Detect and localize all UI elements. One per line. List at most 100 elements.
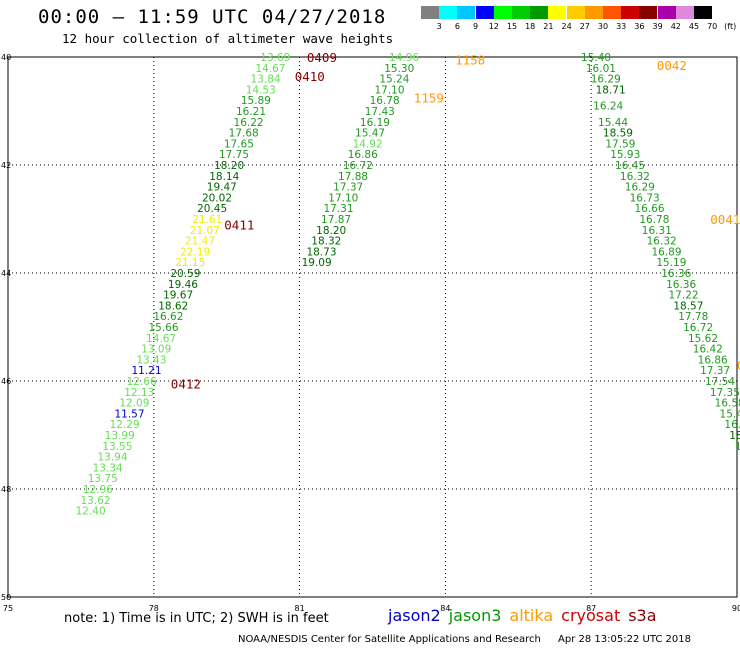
swh-value: 16.78 [370,95,400,107]
swh-value: 16.36 [666,279,696,291]
swh-value: 17.22 [669,290,699,302]
swh-value: 12.66 [127,376,157,388]
swh-value: 11.57 [114,408,144,420]
swh-value: 15.47 [355,128,385,140]
swh-value: 21.07 [190,225,220,237]
swh-value: 17.43 [365,106,395,118]
swh-value: 16.86 [698,354,728,366]
color-scale-label: 42 [670,22,681,31]
swh-value: 16.45 [615,160,645,172]
swh-value: 13.94 [97,452,127,464]
color-scale-label: 3 [436,22,442,31]
swh-value: 20.59 [170,268,200,280]
swh-value: 18.14 [209,171,239,183]
swh-value: 18.20 [316,225,346,237]
color-swatch [439,6,458,19]
pass-time-label: 00 [737,358,740,373]
swh-value: 17.31 [323,203,353,215]
swh-value: 17.35 [710,387,740,399]
lat-tick-label: 44 [1,269,11,278]
color-swatch [548,6,567,19]
swh-value: 18.32 [729,430,740,442]
swh-value: 12.13 [124,387,154,399]
swh-value: 16.22 [234,117,264,129]
lon-tick-label: 87 [586,604,596,613]
swh-value: 16.62 [153,311,183,323]
pass-time-label: 0409 [307,50,337,65]
lon-tick-label: 90 [732,604,740,613]
swh-value: 18.62 [158,300,188,312]
swh-value: 13.99 [105,430,135,442]
swh-value: 12.09 [119,398,149,410]
swh-value: 17.75 [219,149,249,161]
color-scale-label: 45 [688,22,700,31]
swh-value: 16.78 [639,214,669,226]
legend-item-s3a: s3a [628,606,657,625]
swh-value: 17.10 [328,192,358,204]
swh-value: 19.47 [207,182,237,194]
swh-value: 15.46 [720,408,740,420]
swh-value: 18.71 [596,84,626,96]
color-scale-label: 6 [454,22,460,31]
color-scale-label: 70 [707,22,718,31]
pass-time-label: 1158 [455,53,485,68]
color-swatch [621,6,640,19]
pass-time-label: 0041 [710,212,740,227]
swh-value: 17.10 [374,84,404,96]
color-scale-label: 33 [616,22,627,31]
color-scale-label: 21 [543,22,554,31]
color-swatch [566,6,585,19]
swh-value: 16.21 [236,106,266,118]
footer-timestamp: Apr 28 13:05:22 UTC 2018 [558,634,691,645]
swh-value: 16.58 [715,398,740,410]
swh-value: 18.20 [214,160,244,172]
color-swatch [675,6,694,19]
swh-value: 15.44 [598,117,628,129]
color-scale-unit: (ft) [724,22,737,31]
page-title: 00:00 – 11:59 UTC 04/27/2018 [38,6,387,28]
units-note: note: 1) Time is in UTC; 2) SWH is in fe… [64,611,329,626]
swh-value: 16.31 [642,225,672,237]
swh-value: 16.01 [586,63,616,75]
swh-value: 17.59 [605,138,635,150]
pass-time-label: 0411 [224,217,254,232]
satellite-legend: jason2 jason3 altika cryosat s3a [388,606,665,625]
swh-value: 15.40 [581,52,611,64]
swh-value: 18.57 [673,300,703,312]
swh-value: 13.69 [260,52,290,64]
swh-value: 16.00 [724,419,740,431]
swh-value: 14.96 [389,52,419,64]
swh-value: 16.86 [348,149,378,161]
lon-tick-label: 75 [3,604,13,613]
swh-value: 21.61 [192,214,222,226]
swh-value: 15.62 [688,333,718,345]
swh-value: 13.84 [251,74,281,86]
color-scale-label: 15 [506,22,518,31]
footer: NOAA/NESDIS Center for Satellite Applica… [238,634,691,645]
swh-value: 16.32 [620,171,650,183]
lat-tick-label: 42 [1,161,11,170]
pass-time-label: 0412 [171,377,201,392]
swh-value: 14.92 [353,138,383,150]
legend-item-jason3: jason3 [448,606,502,625]
swh-value: 17.9 [735,441,740,453]
color-scale-label: 24 [561,22,572,31]
lat-tick-label: 50 [1,593,11,602]
lon-tick-label: 78 [149,604,159,613]
lon-tick-label: 81 [295,604,305,613]
color-swatch [603,6,621,19]
legend-item-cryosat: cryosat [561,606,621,625]
swh-value: 13.75 [88,473,118,485]
legend-item-jason2: jason2 [388,606,441,625]
swh-value: 17.54 [705,376,735,388]
color-swatch [657,6,676,19]
swh-value: 21.47 [185,236,215,248]
swh-value: 20.45 [197,203,227,215]
swh-value: 16.32 [647,236,677,248]
pass-time-label: 0410 [295,69,325,84]
swh-value: 16.42 [693,344,723,356]
swh-value: 17.78 [678,311,708,323]
color-swatch [694,6,712,19]
swh-value: 22.19 [180,246,210,258]
